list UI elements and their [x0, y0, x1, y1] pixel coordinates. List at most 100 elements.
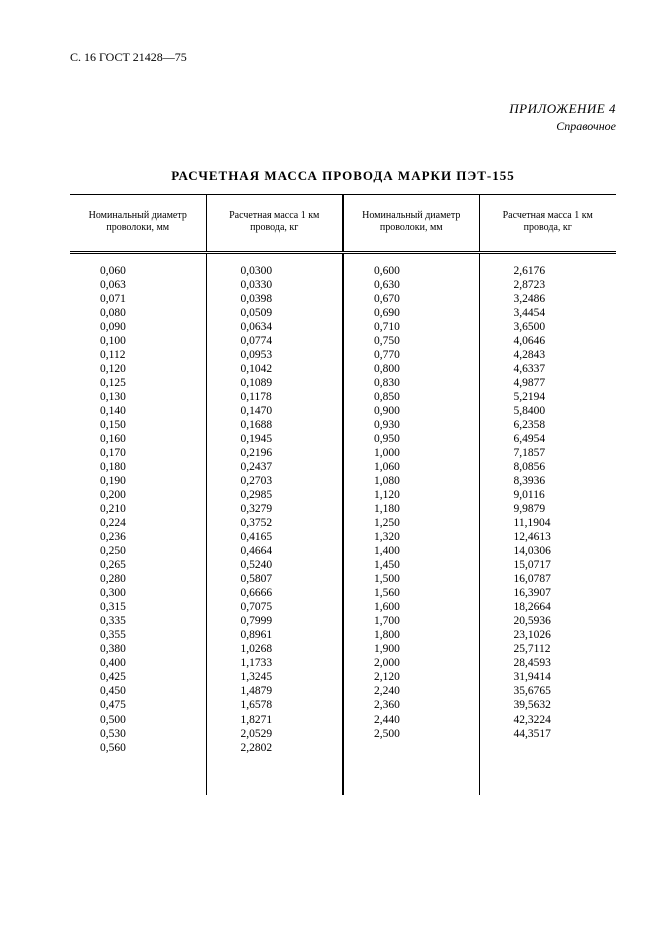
table-cell: 6,4954 [480, 432, 617, 446]
table-cell: 0,4165 [207, 530, 343, 544]
table-cell: 25,7112 [480, 642, 617, 656]
table-cell: 0,690 [344, 306, 479, 320]
table-cell: 0,250 [70, 544, 206, 558]
table-cell: 0,475 [70, 698, 206, 712]
table-cell: 0,7075 [207, 600, 343, 614]
page-header: С. 16 ГОСТ 21428—75 [70, 50, 616, 65]
table-cell: 1,4879 [207, 684, 343, 698]
appendix-label: ПРИЛОЖЕНИЕ 4 [70, 101, 616, 117]
table-cell: 42,3224 [480, 713, 617, 727]
table-cell: 0,080 [70, 306, 206, 320]
table-cell: 0,112 [70, 348, 206, 362]
table-cell: 5,8400 [480, 404, 617, 418]
table-cell: 0,2703 [207, 474, 343, 488]
table-cell: 4,9877 [480, 376, 617, 390]
table-cell: 0,315 [70, 600, 206, 614]
table-cell: 0,0398 [207, 292, 343, 306]
table-cell: 0,0953 [207, 348, 343, 362]
table-cell: 20,5936 [480, 614, 617, 628]
table-cell: 0,1688 [207, 418, 343, 432]
table-cell: 1,600 [344, 600, 479, 614]
table-cell: 1,180 [344, 502, 479, 516]
table-cell: 0,900 [344, 404, 479, 418]
table-cell: 2,2802 [207, 741, 343, 755]
table-header: Номинальный диаметр проволоки, мм Расчет… [70, 195, 616, 251]
table-cell: 0,100 [70, 334, 206, 348]
table-cell: 0,200 [70, 488, 206, 502]
table-cell: 0,800 [344, 362, 479, 376]
col-header-diameter-left: Номинальный диаметр проволоки, мм [70, 195, 207, 251]
table-cell: 2,240 [344, 684, 479, 698]
table-cell: 0,1945 [207, 432, 343, 446]
table-cell: 2,0529 [207, 727, 343, 741]
table-cell: 9,9879 [480, 502, 617, 516]
table-cell: 3,4454 [480, 306, 617, 320]
table-cell: 0,0330 [207, 278, 343, 292]
table-cell: 1,450 [344, 558, 479, 572]
table-cell: 1,3245 [207, 670, 343, 684]
table-cell: 0,1470 [207, 404, 343, 418]
table-cell: 0,063 [70, 278, 206, 292]
table-cell: 0,850 [344, 390, 479, 404]
table-cell: 0,0634 [207, 320, 343, 334]
table-cell: 1,060 [344, 460, 479, 474]
table-cell: 1,250 [344, 516, 479, 530]
table-cell: 11,1904 [480, 516, 617, 530]
table-cell: 0,710 [344, 320, 479, 334]
table-cell: 0,150 [70, 418, 206, 432]
table-cell: 0,236 [70, 530, 206, 544]
table-cell: 8,0856 [480, 460, 617, 474]
table-cell: 0,1089 [207, 376, 343, 390]
table-cell: 16,0787 [480, 572, 617, 586]
table-cell: 0,380 [70, 642, 206, 656]
table-cell: 4,0646 [480, 334, 617, 348]
table-cell: 2,440 [344, 713, 479, 727]
table-cell: 0,125 [70, 376, 206, 390]
table-cell: 0,500 [70, 713, 206, 727]
table-cell: 1,120 [344, 488, 479, 502]
table-cell: 0,830 [344, 376, 479, 390]
table-cell: 1,080 [344, 474, 479, 488]
table-cell: 2,000 [344, 656, 479, 670]
table-cell: 6,2358 [480, 418, 617, 432]
table-cell: 0,2985 [207, 488, 343, 502]
table-cell: 4,2843 [480, 348, 617, 362]
table-cell: 8,3936 [480, 474, 617, 488]
body-col-diam-left: 0,0600,0630,0710,0800,0900,1000,1120,120… [70, 254, 207, 795]
table-cell: 1,900 [344, 642, 479, 656]
table-cell: 0,170 [70, 446, 206, 460]
table-cell: 15,0717 [480, 558, 617, 572]
body-col-diam-right: 0,6000,6300,6700,6900,7100,7500,7700,800… [343, 254, 480, 795]
table-cell: 0,280 [70, 572, 206, 586]
table-cell: 0,300 [70, 586, 206, 600]
table-cell: 0,3752 [207, 516, 343, 530]
table-cell: 0,670 [344, 292, 479, 306]
table-cell: 31,9414 [480, 670, 617, 684]
table-cell: 0,8961 [207, 628, 343, 642]
table-cell: 0,090 [70, 320, 206, 334]
table-cell: 1,1733 [207, 656, 343, 670]
table-cell: 0,530 [70, 727, 206, 741]
table-cell: 0,600 [344, 264, 479, 278]
table-cell: 0,071 [70, 292, 206, 306]
table-cell: 3,2486 [480, 292, 617, 306]
table-cell: 7,1857 [480, 446, 617, 460]
table-cell: 0,0300 [207, 264, 343, 278]
table-cell: 39,5632 [480, 698, 617, 712]
table-cell: 0,060 [70, 264, 206, 278]
table-cell: 0,450 [70, 684, 206, 698]
table-cell: 0,224 [70, 516, 206, 530]
table-cell: 0,2437 [207, 460, 343, 474]
table-cell: 0,6666 [207, 586, 343, 600]
table-cell: 1,8271 [207, 713, 343, 727]
table-cell: 14,0306 [480, 544, 617, 558]
table-cell: 0,1042 [207, 362, 343, 376]
table-cell: 5,2194 [480, 390, 617, 404]
table-cell: 1,500 [344, 572, 479, 586]
table-cell: 1,400 [344, 544, 479, 558]
table-cell: 0,210 [70, 502, 206, 516]
table-cell: 0,4664 [207, 544, 343, 558]
table-cell: 0,335 [70, 614, 206, 628]
table-cell: 0,2196 [207, 446, 343, 460]
table-cell: 0,140 [70, 404, 206, 418]
